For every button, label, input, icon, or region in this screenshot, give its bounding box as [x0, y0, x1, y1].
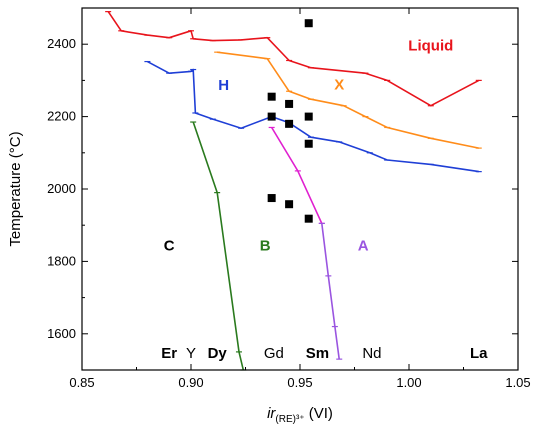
data-marker-square	[304, 19, 313, 28]
x-tick-label: 0.85	[69, 375, 94, 390]
y-axis-title: Temperature (°C)	[7, 131, 24, 246]
tick-layer: 0.85 0.90 0.95 1.00 1.05 1600 1800 2000 2200 2400	[47, 7, 531, 390]
marker-layer	[267, 19, 313, 223]
y-tick-label: 1800	[47, 253, 76, 268]
x-axis-title-suffix: (VI)	[305, 405, 333, 422]
data-marker-square	[285, 119, 294, 128]
region-label-h: H	[218, 77, 229, 94]
element-label-nd: Nd	[362, 345, 381, 362]
element-label-la: La	[470, 345, 488, 362]
element-label-y: Y	[186, 345, 196, 362]
element-label-dy: Dy	[208, 345, 228, 362]
data-marker-square	[267, 92, 276, 101]
region-label-a: A	[358, 238, 369, 255]
data-marker-square	[267, 194, 276, 203]
element-label-sm: Sm	[306, 345, 329, 362]
region-label-b: B	[260, 238, 271, 255]
data-marker-square	[285, 99, 294, 108]
region-label-x: X	[334, 76, 344, 93]
region-label-c: C	[164, 238, 175, 255]
x-axis-title: ir(RE)³⁺ (VI)	[267, 405, 333, 425]
element-label-er: Er	[161, 345, 177, 362]
label-layer: Liquid X H C B A Er Y Dy Gd Sm Nd La	[161, 38, 488, 362]
data-marker-square	[267, 112, 276, 121]
y-tick-label: 2400	[47, 36, 76, 51]
data-marker-square	[304, 139, 313, 148]
data-marker-square	[304, 112, 313, 121]
region-label-liquid: Liquid	[408, 38, 453, 55]
x-tick-label: 1.05	[505, 375, 530, 390]
x-axis-title-sub: (RE)³⁺	[275, 414, 304, 425]
element-label-gd: Gd	[264, 345, 284, 362]
data-marker-square	[285, 200, 294, 209]
series-line-6	[321, 223, 340, 360]
data-marker-square	[304, 214, 313, 223]
y-tick-label: 2000	[47, 181, 76, 196]
x-tick-label: 0.95	[287, 375, 312, 390]
x-axis-title-main: ir	[267, 405, 276, 422]
series-line-4	[192, 121, 245, 371]
x-tick-label: 0.90	[178, 375, 203, 390]
y-tick-label: 1600	[47, 326, 76, 341]
y-tick-label: 2200	[47, 109, 76, 124]
x-tick-label: 1.00	[396, 375, 421, 390]
